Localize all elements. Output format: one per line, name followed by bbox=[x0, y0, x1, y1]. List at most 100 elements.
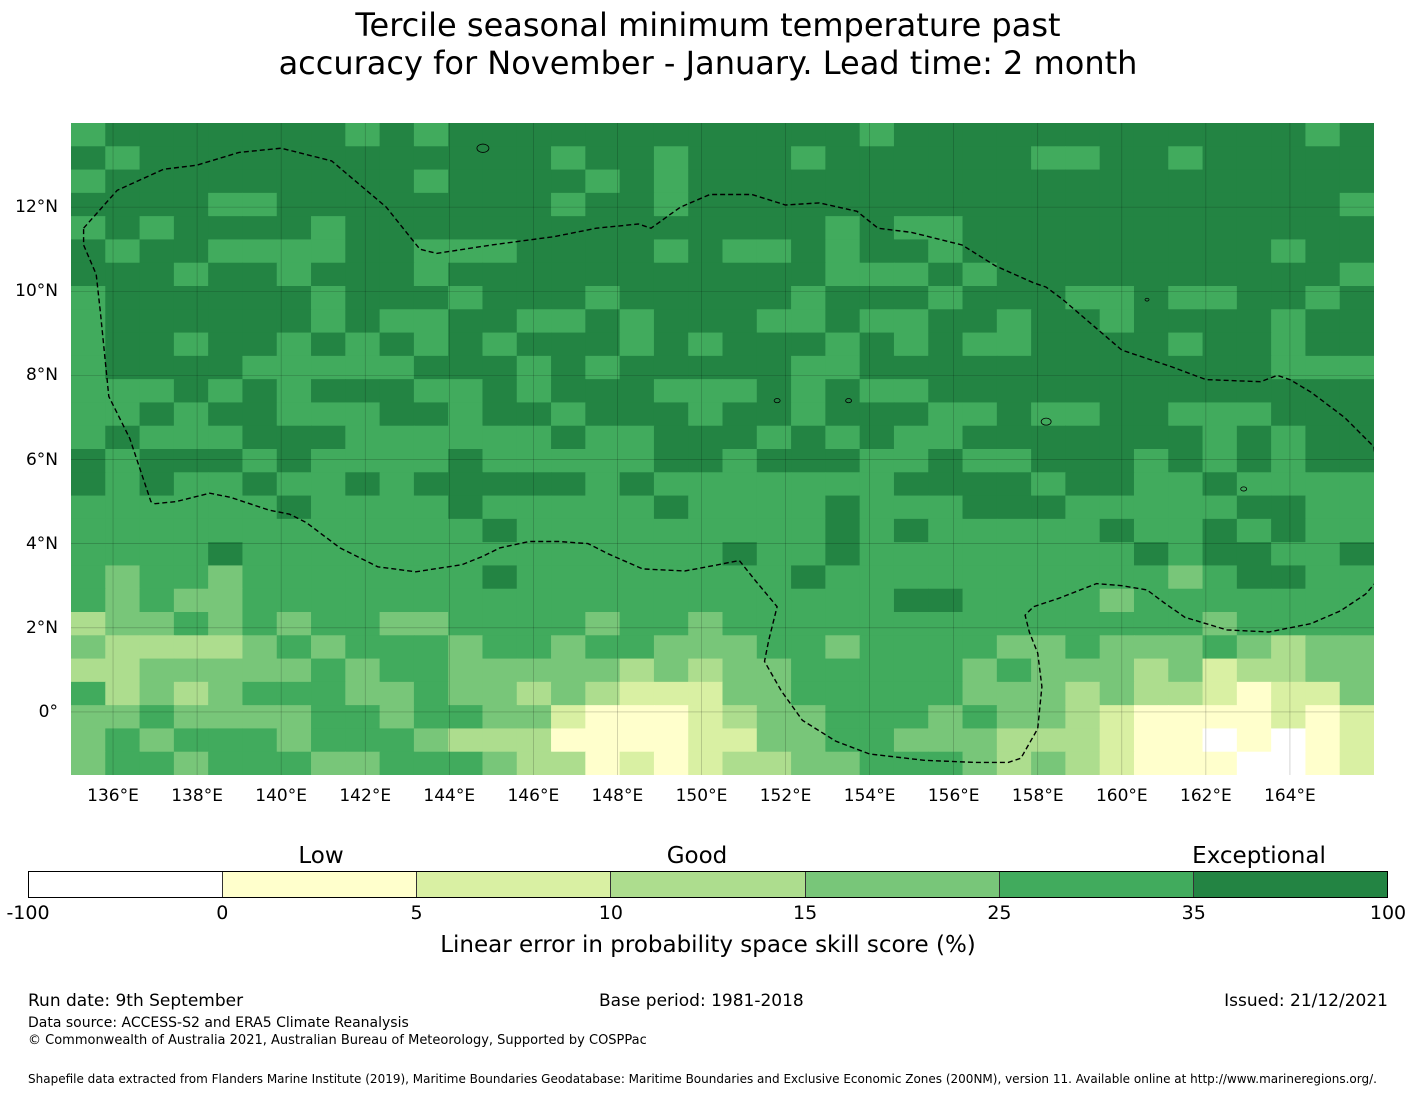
map-cell bbox=[345, 449, 381, 473]
map-cell bbox=[1202, 495, 1238, 520]
map-cell bbox=[311, 425, 346, 450]
map-cell bbox=[311, 123, 346, 147]
map-cell bbox=[208, 379, 244, 404]
map-cell bbox=[996, 146, 1032, 171]
map-cell bbox=[345, 495, 381, 520]
map-cell bbox=[688, 123, 724, 147]
map-cell bbox=[722, 286, 758, 310]
base-period: Base period: 1981-2018 bbox=[599, 991, 804, 1011]
map-cell bbox=[516, 402, 552, 427]
map-cell bbox=[928, 612, 964, 636]
map-cell bbox=[928, 309, 964, 334]
map-cell bbox=[208, 449, 244, 473]
map-cell bbox=[482, 472, 518, 497]
map-cell bbox=[242, 681, 278, 706]
map-cell bbox=[105, 751, 141, 775]
map-cell bbox=[1031, 332, 1066, 357]
map-cell bbox=[756, 123, 792, 147]
map-cell bbox=[756, 402, 792, 427]
map-cell bbox=[379, 123, 415, 147]
map-cell bbox=[1031, 169, 1066, 194]
map-cell bbox=[448, 565, 484, 590]
map-cell bbox=[928, 751, 964, 775]
map-cell bbox=[173, 705, 209, 730]
map-cell bbox=[859, 286, 895, 310]
map-cell bbox=[413, 192, 449, 217]
map-cell bbox=[208, 239, 244, 264]
map-cell bbox=[722, 495, 758, 520]
map-cell bbox=[825, 402, 861, 427]
map-cell bbox=[722, 542, 758, 567]
map-cell bbox=[345, 518, 381, 543]
map-cell bbox=[1133, 612, 1169, 636]
island-outline bbox=[1040, 417, 1052, 426]
map-cell bbox=[722, 449, 758, 473]
map-cell bbox=[242, 216, 278, 241]
map-cell bbox=[516, 472, 552, 497]
map-cell bbox=[996, 728, 1032, 753]
map-cell bbox=[1099, 239, 1135, 264]
map-cell bbox=[482, 379, 518, 404]
map-cell bbox=[516, 542, 552, 567]
map-cell bbox=[825, 123, 861, 147]
map-cell bbox=[722, 588, 758, 613]
map-cell bbox=[1202, 751, 1238, 775]
map-cell bbox=[859, 728, 895, 753]
map-cell bbox=[139, 216, 175, 241]
map-cell bbox=[756, 309, 792, 334]
map-cell bbox=[722, 239, 758, 264]
map-cell bbox=[516, 379, 552, 404]
map-cell bbox=[1305, 379, 1341, 404]
map-cell bbox=[551, 705, 586, 730]
map-cell bbox=[722, 518, 758, 543]
map-cell bbox=[653, 309, 689, 334]
map-cell bbox=[1339, 518, 1374, 543]
map-cell bbox=[276, 239, 312, 264]
map-cell bbox=[825, 635, 861, 660]
map-cell bbox=[105, 332, 141, 357]
map-cell bbox=[1099, 542, 1135, 567]
latitude-tick-label: 10°N bbox=[15, 281, 58, 302]
map-cell bbox=[379, 658, 415, 683]
map-cell bbox=[379, 542, 415, 567]
map-cell bbox=[928, 379, 964, 404]
map-cell bbox=[1133, 379, 1169, 404]
map-cell bbox=[928, 146, 964, 171]
map-cell bbox=[893, 588, 929, 613]
map-cell bbox=[173, 286, 209, 310]
map-cell bbox=[208, 123, 244, 147]
map-cell bbox=[413, 658, 449, 683]
map-cell bbox=[653, 681, 689, 706]
map-cell bbox=[1236, 262, 1272, 287]
map-cell bbox=[242, 332, 278, 357]
map-cell bbox=[1133, 681, 1169, 706]
map-cell bbox=[1099, 216, 1135, 241]
map-panel bbox=[71, 123, 1374, 775]
map-cell bbox=[1339, 658, 1374, 683]
map-cell bbox=[893, 565, 929, 590]
map-cell bbox=[619, 472, 655, 497]
map-cell bbox=[791, 402, 826, 427]
map-cell bbox=[825, 286, 861, 310]
map-cell bbox=[482, 262, 518, 287]
map-cell bbox=[619, 146, 655, 171]
map-cell bbox=[311, 309, 346, 334]
map-cell bbox=[825, 146, 861, 171]
map-cell bbox=[1031, 728, 1066, 753]
map-cell bbox=[173, 402, 209, 427]
map-cell bbox=[242, 635, 278, 660]
map-cell bbox=[1168, 379, 1204, 404]
map-cell bbox=[756, 495, 792, 520]
map-cell bbox=[1133, 402, 1169, 427]
map-cell bbox=[825, 565, 861, 590]
map-cell bbox=[1133, 239, 1169, 264]
map-cell bbox=[1339, 449, 1374, 473]
map-cell bbox=[311, 728, 346, 753]
map-cell bbox=[1031, 239, 1066, 264]
map-cell bbox=[1305, 705, 1341, 730]
map-cell bbox=[1168, 262, 1204, 287]
map-cell bbox=[1202, 681, 1238, 706]
map-cell bbox=[551, 355, 586, 380]
map-cell bbox=[71, 402, 106, 427]
map-cell bbox=[516, 216, 552, 241]
